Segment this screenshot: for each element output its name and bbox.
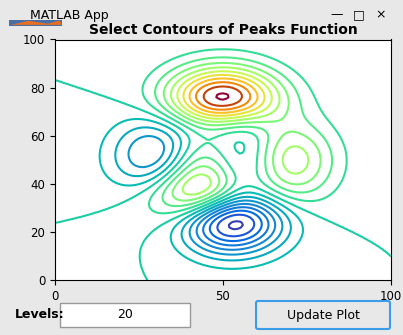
Text: Update Plot: Update Plot xyxy=(287,309,359,322)
Text: □: □ xyxy=(353,8,365,21)
Bar xyxy=(9,20,62,25)
Title: Select Contours of Peaks Function: Select Contours of Peaks Function xyxy=(89,23,357,37)
Text: ×: × xyxy=(376,8,386,21)
Text: —: — xyxy=(330,8,343,21)
FancyBboxPatch shape xyxy=(256,301,390,329)
Text: MATLAB App: MATLAB App xyxy=(30,8,109,21)
Polygon shape xyxy=(11,20,62,25)
Bar xyxy=(60,303,190,327)
Text: 20: 20 xyxy=(117,309,133,322)
Text: Levels:: Levels: xyxy=(15,309,64,322)
